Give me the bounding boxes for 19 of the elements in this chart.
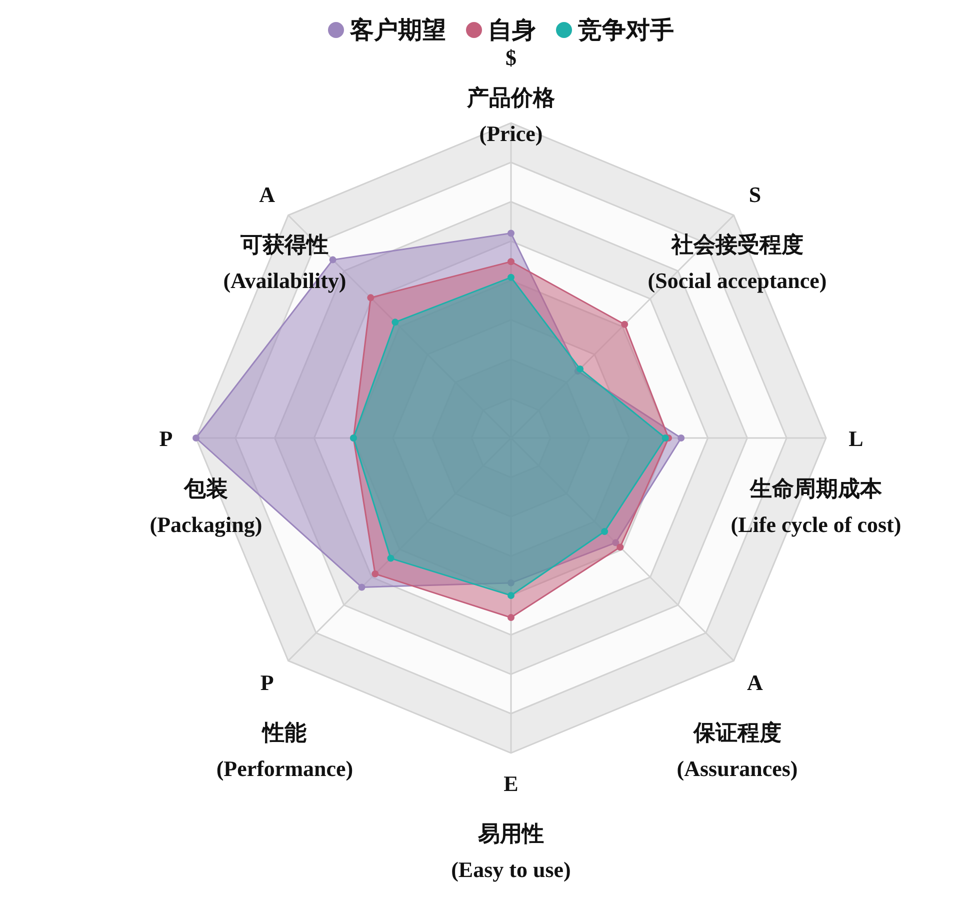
- spoke-label: 产品价格 (Price): [466, 85, 556, 146]
- spoke-label: 社会接受程度 (Social acceptance): [648, 232, 827, 294]
- text: A: [747, 670, 764, 695]
- legend-label: 客户期望: [349, 16, 446, 44]
- text: L: [848, 426, 864, 451]
- legend-label: 竞争对手: [577, 16, 674, 44]
- spoke-label: 生命周期成本 (Life cycle of cost): [730, 476, 902, 537]
- spoke-label: 包装 (Packaging): [150, 476, 262, 537]
- spoke-label: 可获得性 (Availability): [223, 232, 346, 294]
- text: $: [506, 45, 516, 70]
- text: P: [260, 670, 274, 695]
- text: E: [504, 771, 518, 796]
- text: P: [159, 426, 173, 451]
- spoke-label: 保证程度 (Assurances): [676, 720, 798, 781]
- spoke-label: 性能 (Performance): [216, 720, 354, 781]
- text: S: [748, 182, 762, 208]
- text: A: [259, 182, 276, 208]
- spoke-label: 易用性 (Easy to use): [451, 821, 571, 882]
- legend-label: 自身: [488, 16, 536, 44]
